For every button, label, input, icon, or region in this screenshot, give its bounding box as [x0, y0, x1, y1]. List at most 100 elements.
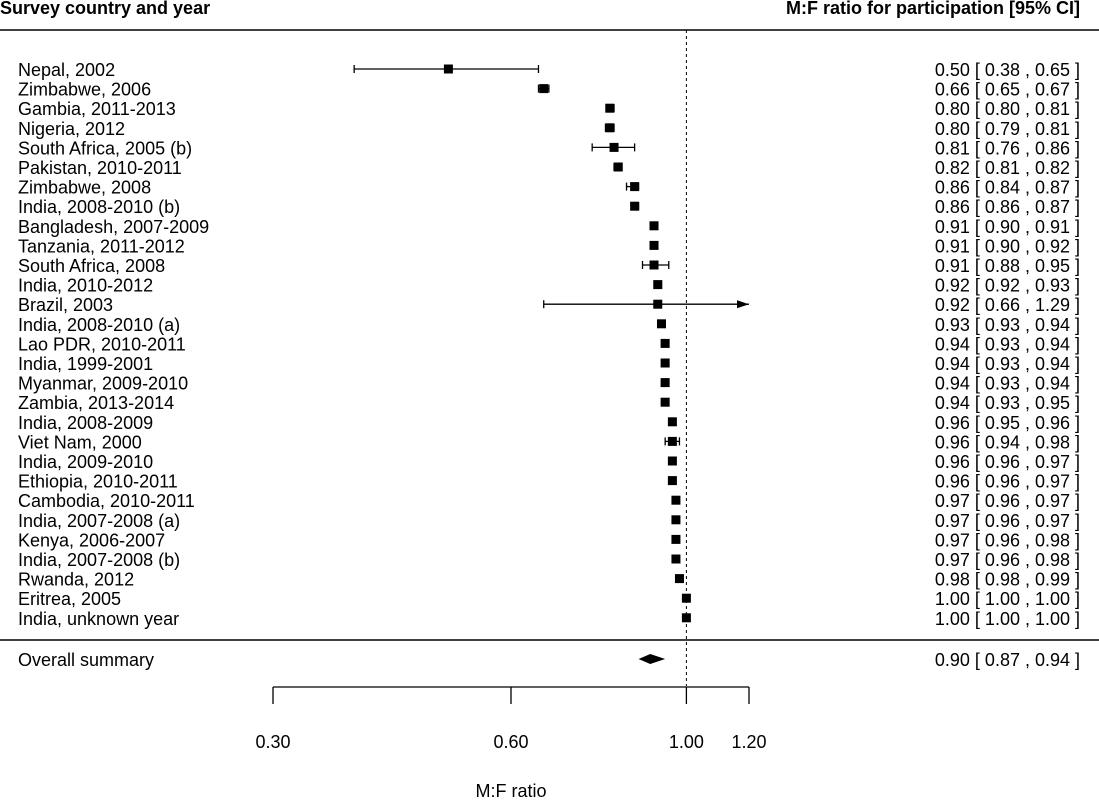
- study-rows: Nepal, 2002 0.50 [ 0.38 , 0.65 ] Zimbabwe,…: [18, 60, 1080, 629]
- point-estimate: [605, 103, 615, 113]
- study-row: Myanmar, 2009-2010 0.94 [ 0.93 , 0.94 ]: [18, 374, 1080, 394]
- study-row: Kenya, 2006-2007 0.97 [ 0.96 , 0.98 ]: [18, 530, 1080, 550]
- estimate-text: 1.00 [ 1.00 , 1.00 ]: [935, 609, 1080, 629]
- point-estimate: [630, 201, 640, 211]
- estimate-text: 0.81 [ 0.76 , 0.86 ]: [935, 138, 1080, 158]
- study-row: India, 2008-2009 0.96 [ 0.95 , 0.96 ]: [18, 413, 1080, 433]
- study-label: Eritrea, 2005: [18, 589, 121, 609]
- summary-diamond: [638, 654, 666, 664]
- point-estimate: [667, 456, 677, 466]
- point-estimate: [605, 123, 615, 133]
- point-estimate: [674, 574, 684, 584]
- point-estimate: [649, 240, 659, 250]
- study-row: India, 2008-2010 (b) 0.86 [ 0.86 , 0.87 ]: [18, 197, 1080, 217]
- study-row: India, 2007-2008 (b) 0.97 [ 0.96 , 0.98 ]: [18, 550, 1080, 570]
- estimate-text: 0.93 [ 0.93 , 0.94 ]: [935, 315, 1080, 335]
- estimate-text: 0.97 [ 0.96 , 0.98 ]: [935, 550, 1080, 570]
- point-estimate: [660, 397, 670, 407]
- x-tick-label: 1.20: [731, 732, 766, 752]
- study-row: India, 2010-2012 0.92 [ 0.92 , 0.93 ]: [18, 276, 1080, 296]
- estimate-text: 0.92 [ 0.92 , 0.93 ]: [935, 276, 1080, 296]
- estimate-text: 0.97 [ 0.96 , 0.97 ]: [935, 511, 1080, 531]
- estimate-text: 0.86 [ 0.86 , 0.87 ]: [935, 197, 1080, 217]
- point-estimate: [649, 221, 659, 231]
- study-row: India, 1999-2001 0.94 [ 0.93 , 0.94 ]: [18, 354, 1080, 374]
- study-label: India, 2008-2009: [18, 413, 153, 433]
- estimate-text: 0.97 [ 0.96 , 0.97 ]: [935, 491, 1080, 511]
- study-row: Tanzania, 2011-2012 0.91 [ 0.90 , 0.92 ]: [18, 236, 1080, 256]
- study-row: India, 2009-2010 0.96 [ 0.96 , 0.97 ]: [18, 452, 1080, 472]
- point-estimate: [613, 162, 623, 172]
- study-row: South Africa, 2005 (b) 0.81 [ 0.76 , 0.86…: [18, 138, 1080, 158]
- study-label: Gambia, 2011-2013: [18, 99, 176, 119]
- study-label: Pakistan, 2010-2011: [18, 158, 182, 178]
- study-row: Pakistan, 2010-2011 0.82 [ 0.81 , 0.82 ]: [18, 158, 1080, 178]
- study-label: India, 2009-2010: [18, 452, 153, 472]
- ci-arrow: [737, 300, 749, 309]
- estimate-text: 0.86 [ 0.84 , 0.87 ]: [935, 178, 1080, 198]
- study-label: Brazil, 2003: [18, 295, 113, 315]
- estimate-text: 1.00 [ 1.00 , 1.00 ]: [935, 589, 1080, 609]
- study-row: Cambodia, 2010-2011 0.97 [ 0.96 , 0.97 ]: [18, 491, 1080, 511]
- point-estimate: [660, 338, 670, 348]
- study-row: Lao PDR, 2010-2011 0.94 [ 0.93 , 0.94 ]: [18, 334, 1080, 354]
- study-label: Ethiopia, 2010-2011: [18, 472, 178, 492]
- estimate-text: 0.82 [ 0.81 , 0.82 ]: [935, 158, 1080, 178]
- study-row: India, 2007-2008 (a) 0.97 [ 0.96 , 0.97 ]: [18, 511, 1080, 531]
- estimate-text: 0.92 [ 0.66 , 1.29 ]: [935, 295, 1080, 315]
- x-tick-label: 0.60: [493, 732, 528, 752]
- estimate-text: 0.94 [ 0.93 , 0.95 ]: [935, 393, 1080, 413]
- summary-estimate-text: 0.90 [ 0.87 , 0.94 ]: [935, 650, 1080, 670]
- study-row: Nepal, 2002 0.50 [ 0.38 , 0.65 ]: [18, 60, 1080, 80]
- study-row: Viet Nam, 2000 0.96 [ 0.94 , 0.98 ]: [18, 432, 1080, 452]
- study-label: India, 2010-2012: [18, 276, 153, 296]
- estimate-text: 0.96 [ 0.95 , 0.96 ]: [935, 413, 1080, 433]
- point-estimate: [609, 142, 619, 152]
- estimate-text: 0.80 [ 0.80 , 0.81 ]: [935, 99, 1080, 119]
- estimate-text: 0.91 [ 0.88 , 0.95 ]: [935, 256, 1080, 276]
- study-label: Zambia, 2013-2014: [18, 393, 174, 413]
- study-row: Rwanda, 2012 0.98 [ 0.98 , 0.99 ]: [18, 570, 1080, 590]
- point-estimate: [649, 260, 659, 270]
- study-label: South Africa, 2005 (b): [18, 138, 192, 158]
- x-tick-label: 1.00: [669, 732, 704, 752]
- study-label: South Africa, 2008: [18, 256, 165, 276]
- study-row: Brazil, 2003 0.92 [ 0.66 , 1.29 ]: [18, 295, 1080, 315]
- estimate-text: 0.91 [ 0.90 , 0.91 ]: [935, 217, 1080, 237]
- study-label: Cambodia, 2010-2011: [18, 491, 195, 511]
- point-estimate: [660, 378, 670, 388]
- estimate-text: 0.94 [ 0.93 , 0.94 ]: [935, 374, 1080, 394]
- study-row: India, unknown year 1.00 [ 1.00 , 1.00 ]: [18, 609, 1080, 629]
- study-row: Gambia, 2011-2013 0.80 [ 0.80 , 0.81 ]: [18, 99, 1080, 119]
- study-label: Zimbabwe, 2006: [18, 80, 151, 100]
- study-label: India, 2007-2008 (a): [18, 511, 180, 531]
- study-label: Viet Nam, 2000: [18, 432, 142, 452]
- right-column-header: M:F ratio for participation [95% CI]: [786, 0, 1080, 18]
- point-estimate: [630, 182, 640, 192]
- study-label: Tanzania, 2011-2012: [18, 236, 185, 256]
- point-estimate: [681, 593, 691, 603]
- study-row: Nigeria, 2012 0.80 [ 0.79 , 0.81 ]: [18, 119, 1080, 139]
- study-row: Zambia, 2013-2014 0.94 [ 0.93 , 0.95 ]: [18, 393, 1080, 413]
- summary-row: Overall summary 0.90 [ 0.87 , 0.94 ]: [18, 650, 1080, 670]
- point-estimate: [539, 84, 549, 94]
- point-estimate: [671, 534, 681, 544]
- point-estimate: [656, 319, 666, 329]
- study-label: Myanmar, 2009-2010: [18, 374, 188, 394]
- x-axis-label: M:F ratio: [475, 781, 546, 800]
- estimate-text: 0.80 [ 0.79 , 0.81 ]: [935, 119, 1080, 139]
- estimate-text: 0.94 [ 0.93 , 0.94 ]: [935, 334, 1080, 354]
- estimate-text: 0.50 [ 0.38 , 0.65 ]: [935, 60, 1080, 80]
- point-estimate: [660, 358, 670, 368]
- study-row: Ethiopia, 2010-2011 0.96 [ 0.96 , 0.97 ]: [18, 472, 1080, 492]
- estimate-text: 0.91 [ 0.90 , 0.92 ]: [935, 236, 1080, 256]
- study-label: Lao PDR, 2010-2011: [18, 334, 186, 354]
- study-label: Nepal, 2002: [18, 60, 115, 80]
- point-estimate: [667, 417, 677, 427]
- left-column-header: Survey country and year: [0, 0, 210, 18]
- study-label: India, 2008-2010 (b): [18, 197, 180, 217]
- study-label: Bangladesh, 2007-2009: [18, 217, 209, 237]
- study-label: Nigeria, 2012: [18, 119, 125, 139]
- study-label: Rwanda, 2012: [18, 570, 134, 590]
